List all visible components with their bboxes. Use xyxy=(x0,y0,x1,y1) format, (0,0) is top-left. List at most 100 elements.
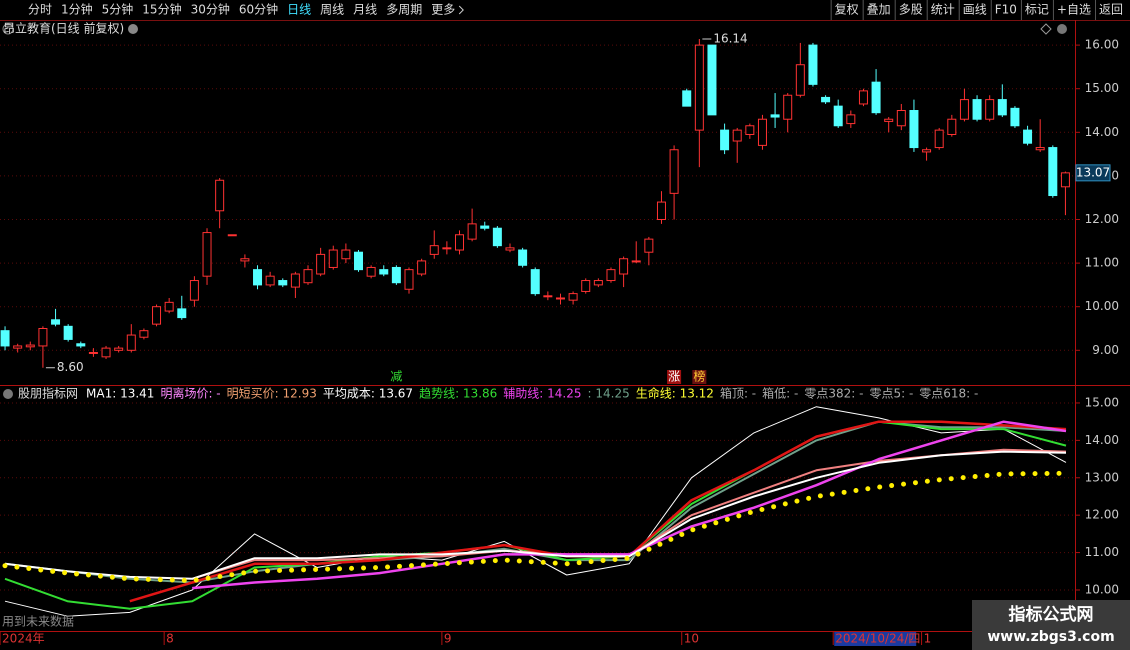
toolbar-button[interactable]: 返回 xyxy=(1099,3,1123,17)
candle-body xyxy=(985,99,995,120)
y-tick-label: 15.00 xyxy=(1085,395,1119,409)
candle-body xyxy=(126,334,136,351)
candle-body xyxy=(1060,172,1070,188)
legend-entry: 生命线: 13.12 xyxy=(636,386,714,401)
candle-body xyxy=(215,179,225,212)
candle-body xyxy=(581,280,591,292)
title-dropdown[interactable] xyxy=(128,24,138,34)
candle-body xyxy=(631,260,641,263)
candle-body xyxy=(606,269,616,282)
legend-entry: 辅助线: 14.25 xyxy=(503,387,581,401)
toolbar-tab[interactable]: 30分钟 xyxy=(191,2,230,17)
x-tick-label: 9 xyxy=(444,632,452,646)
candle-body xyxy=(568,293,578,301)
diamond-icon xyxy=(1040,23,1052,35)
legend-entry: 箱顶: - xyxy=(720,386,756,401)
toolbar-tab[interactable]: 5分钟 xyxy=(102,2,134,17)
toolbar-tab[interactable]: 周线 xyxy=(320,3,344,17)
toolbar-tab[interactable]: 1分钟 xyxy=(61,2,93,17)
toolbar-button[interactable]: +自选 xyxy=(1057,3,1091,17)
candle-body xyxy=(997,99,1007,116)
date-highlight xyxy=(834,632,917,646)
candle-body xyxy=(922,149,932,153)
signal-bg xyxy=(667,370,682,384)
candle-body xyxy=(38,328,48,347)
toolbar-tab[interactable]: 多周期 xyxy=(386,3,422,17)
candle-body xyxy=(644,238,654,253)
candle-body xyxy=(808,44,818,85)
x-tick-label: 2024年 xyxy=(2,632,45,646)
candle-body xyxy=(189,280,199,301)
toolbar-tab[interactable]: 15分钟 xyxy=(142,2,181,17)
y-tick-label: 12.00 xyxy=(1085,212,1119,226)
toolbar-button[interactable]: 标记 xyxy=(1025,3,1049,17)
candle-body xyxy=(555,297,565,300)
candle-body xyxy=(76,343,86,347)
candle-body xyxy=(278,280,288,286)
candle-body xyxy=(871,81,881,114)
candle-body xyxy=(240,258,250,262)
candle-body xyxy=(139,330,149,338)
signal-bg xyxy=(389,370,404,384)
close-icon[interactable] xyxy=(1057,24,1067,34)
candle-body xyxy=(316,253,326,275)
candle-body xyxy=(530,269,540,295)
toolbar-button[interactable]: 复权 xyxy=(835,3,859,17)
candle-body xyxy=(202,232,212,277)
candle-body xyxy=(480,225,490,229)
toolbar-button[interactable]: 多股 xyxy=(899,3,923,17)
toolbar-icon xyxy=(2,23,14,35)
legend-entry: 明短买价: 12.93 xyxy=(227,387,317,401)
toolbar-button[interactable]: 叠加 xyxy=(867,3,891,17)
candle-body xyxy=(404,269,414,290)
y-tick-label: 9.00 xyxy=(1092,343,1119,357)
toolbar-tab[interactable]: 月线 xyxy=(353,3,377,17)
annotation-label: 16.14 xyxy=(713,32,747,46)
legend-entry: 零点382: - xyxy=(804,387,863,401)
y-tick-label: 16.00 xyxy=(1085,38,1119,52)
candle-body xyxy=(707,44,717,116)
candle-body xyxy=(25,344,35,348)
candle-body xyxy=(619,258,629,275)
more-arrow xyxy=(458,5,464,15)
candle-body xyxy=(770,114,780,118)
candle-body xyxy=(0,330,10,347)
watermark-title: 指标公式网 xyxy=(1009,604,1094,625)
candle-body xyxy=(417,260,427,275)
last-price-box xyxy=(1075,164,1111,182)
candle-body xyxy=(290,273,300,288)
legend-entry: 箱低: - xyxy=(762,386,798,401)
candle-body xyxy=(1023,129,1033,144)
indicator-line xyxy=(4,450,1067,580)
main-title: 昂立教育(日线 前复权) xyxy=(3,21,124,36)
indicator-line xyxy=(4,406,1067,617)
x-tick-label: 1 xyxy=(924,632,932,646)
indicator-dropdown[interactable] xyxy=(3,389,13,399)
candle-body xyxy=(947,118,957,135)
candle-body xyxy=(429,245,439,255)
candle-body xyxy=(51,319,61,325)
candle-body xyxy=(656,201,666,221)
indicator-line xyxy=(192,420,1067,590)
signal-label: 减 xyxy=(390,370,402,384)
toolbar-button[interactable]: F10 xyxy=(995,3,1017,17)
toolbar-tab[interactable]: 更多 xyxy=(431,3,455,17)
candle-body xyxy=(442,247,452,250)
candle-body xyxy=(833,105,843,127)
x-tick-label: 10 xyxy=(684,632,699,646)
toolbar-tab[interactable]: 日线 xyxy=(287,3,311,17)
candle-body xyxy=(492,227,502,247)
candle-body xyxy=(858,90,868,105)
candle-body xyxy=(101,347,111,358)
candle-body xyxy=(467,223,477,240)
toolbar-button[interactable]: 统计 xyxy=(931,3,955,17)
toolbar-tab[interactable]: 60分钟 xyxy=(239,2,278,17)
legend-entry: 零点5: - xyxy=(869,387,913,401)
candle-body xyxy=(896,110,906,127)
candle-body xyxy=(63,325,73,340)
y-tick-label: 11.00 xyxy=(1085,256,1119,270)
toolbar-tab[interactable]: 分时 xyxy=(28,3,52,17)
watermark: 指标公式网 www.zbgs3.com xyxy=(972,600,1130,650)
toolbar-button[interactable]: 画线 xyxy=(963,3,987,17)
candle-body xyxy=(13,345,23,349)
